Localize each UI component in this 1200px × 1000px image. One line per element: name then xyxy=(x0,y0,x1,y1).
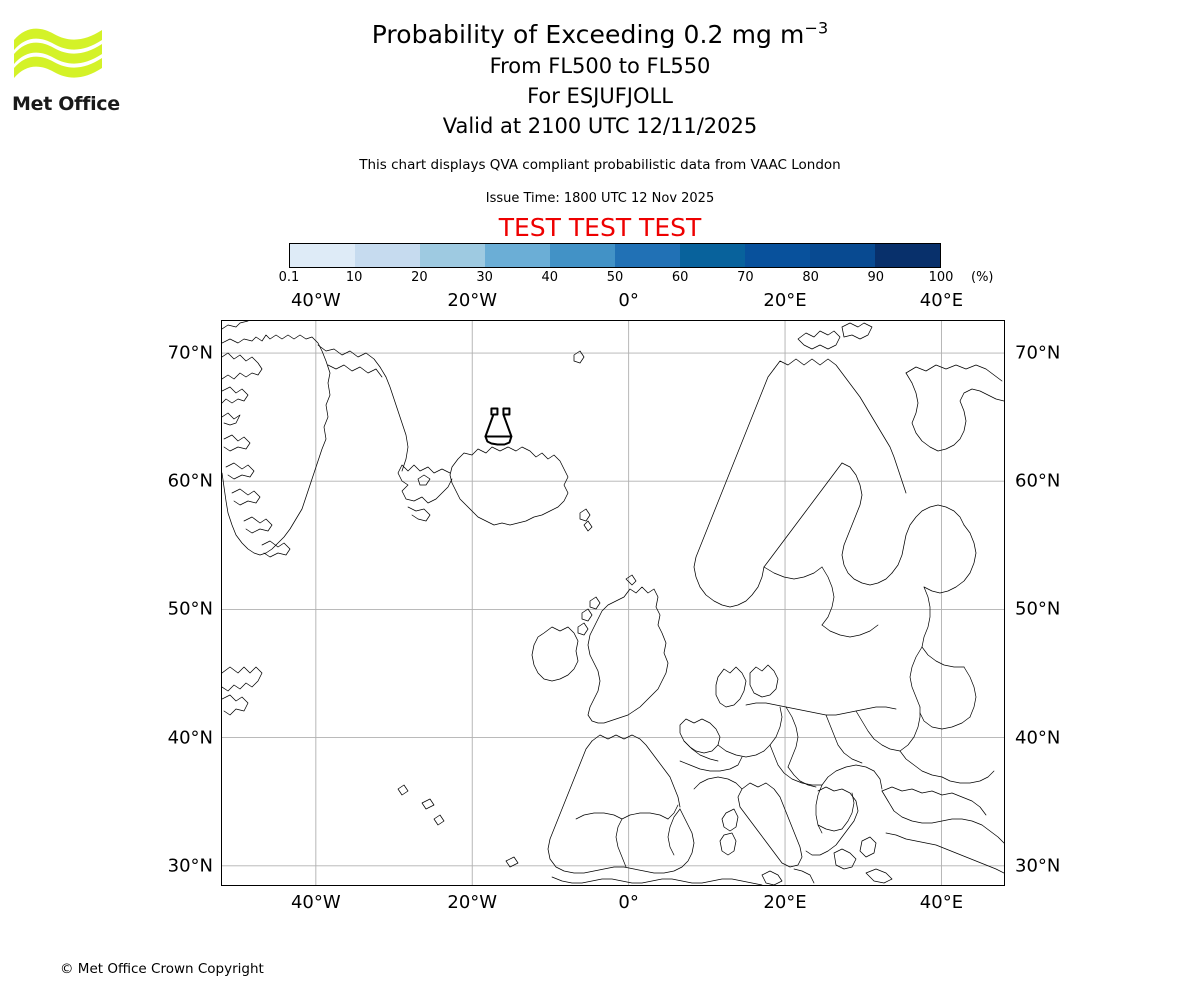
qva-compliance-note: This chart displays QVA compliant probab… xyxy=(359,157,841,173)
lon-label-top-20°E: 20°E xyxy=(763,290,807,311)
met-office-wave-mark xyxy=(14,28,102,78)
lon-label-top-40°E: 40°E xyxy=(919,290,964,311)
colorbar-tick-0.1: 0.1 xyxy=(278,270,300,285)
lon-label-bottom-20°E: 20°E xyxy=(763,892,807,913)
lat-label-left-60°N: 60°N xyxy=(167,470,213,492)
volcano-marker-icon xyxy=(484,407,513,446)
colorbar-gradient xyxy=(289,243,941,268)
colorbar-band-8 xyxy=(810,244,875,267)
colorbar-band-4 xyxy=(550,244,615,267)
lat-label-right-50°N: 50°N xyxy=(1015,598,1061,620)
lat-label-right-70°N: 70°N xyxy=(1015,342,1061,364)
colorbar-tick-10: 10 xyxy=(345,270,363,285)
page-title: Probability of Exceeding 0.2 mg m−3 xyxy=(0,18,1200,49)
colorbar-tick-30: 30 xyxy=(476,270,493,285)
colorbar-band-9 xyxy=(875,244,940,267)
lon-label-top-20°W: 20°W xyxy=(447,290,498,311)
lon-label-top-40°W: 40°W xyxy=(290,290,341,311)
lon-label-top-0°: 0° xyxy=(618,290,639,311)
lat-label-left-50°N: 50°N xyxy=(167,598,213,620)
colorbar-band-6 xyxy=(680,244,745,267)
title-block: Probability of Exceeding 0.2 mg m−3 From… xyxy=(0,18,1200,138)
colorbar-band-0 xyxy=(290,244,355,267)
met-office-wordmark: Met Office xyxy=(12,93,120,115)
lat-label-right-30°N: 30°N xyxy=(1015,855,1061,877)
lat-label-right-40°N: 40°N xyxy=(1015,727,1061,749)
lon-label-bottom-40°W: 40°W xyxy=(290,892,341,913)
colorbar-unit-label: (%) xyxy=(971,270,994,285)
colorbar-tick-80: 80 xyxy=(802,270,819,285)
map-gridlines xyxy=(222,321,1004,885)
lon-label-bottom-20°W: 20°W xyxy=(447,892,498,913)
lat-label-left-40°N: 40°N xyxy=(167,727,213,749)
page-title-text: Probability of Exceeding 0.2 mg m xyxy=(371,20,805,49)
map-plot-area[interactable] xyxy=(221,320,1005,886)
colorbar-tick-labels: 0.1 10 20 30 40 50 60 70 80 90 100 xyxy=(279,268,954,288)
lat-label-left-30°N: 30°N xyxy=(167,855,213,877)
met-office-logo: Met Office xyxy=(12,24,122,115)
lon-label-bottom-40°E: 40°E xyxy=(919,892,964,913)
colorbar-band-7 xyxy=(745,244,810,267)
valid-time: Valid at 2100 UTC 12/11/2025 xyxy=(442,114,758,138)
copyright-notice: © Met Office Crown Copyright xyxy=(60,961,264,977)
colorbar-band-2 xyxy=(420,244,485,267)
map-country-borders xyxy=(575,566,995,868)
colorbar-band-1 xyxy=(355,244,420,267)
map-geography xyxy=(222,321,1004,885)
lat-label-left-70°N: 70°N xyxy=(167,342,213,364)
colorbar-tick-70: 70 xyxy=(737,270,754,285)
lat-label-right-60°N: 60°N xyxy=(1015,470,1061,492)
page-title-exponent: −3 xyxy=(804,18,829,38)
flight-level-range: From FL500 to FL550 xyxy=(489,54,711,78)
issue-time: Issue Time: 1800 UTC 12 Nov 2025 xyxy=(485,191,715,206)
test-banner: TEST TEST TEST xyxy=(498,213,702,242)
volcano-name-line: For ESJUFJOLL xyxy=(527,84,673,108)
colorbar-tick-40: 40 xyxy=(541,270,559,285)
colorbar-tick-90: 90 xyxy=(867,270,885,285)
colorbar-band-3 xyxy=(485,244,550,267)
lon-label-bottom-0°: 0° xyxy=(618,892,639,913)
colorbar-tick-100: 100 xyxy=(928,270,954,285)
colorbar-tick-60: 60 xyxy=(671,270,689,285)
colorbar-tick-50: 50 xyxy=(606,270,624,285)
colorbar-band-5 xyxy=(615,244,680,267)
map-canvas xyxy=(222,321,1004,885)
colorbar-tick-20: 20 xyxy=(411,270,428,285)
probability-colorbar: 0.1 10 20 30 40 50 60 70 80 90 100 xyxy=(279,243,953,285)
